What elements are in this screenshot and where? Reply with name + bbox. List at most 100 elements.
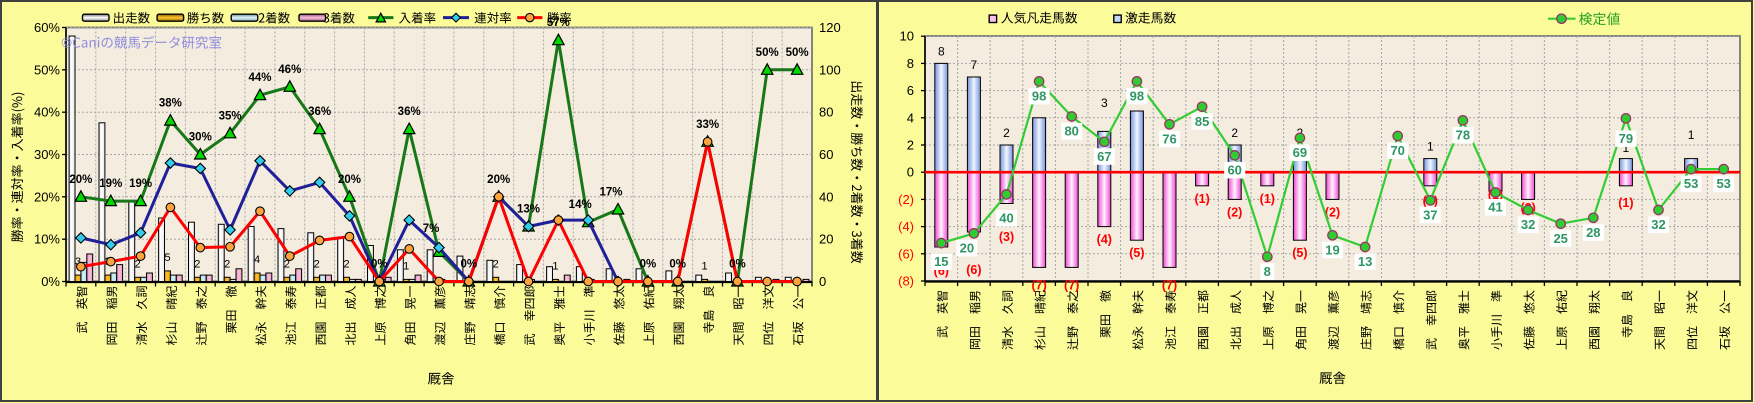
svg-text:(7): (7) (1064, 279, 1079, 293)
svg-text:40: 40 (999, 211, 1013, 226)
svg-text:30%: 30% (189, 132, 212, 144)
svg-text:32: 32 (1521, 217, 1535, 232)
svg-text:53: 53 (1684, 176, 1698, 191)
svg-text:(4): (4) (1097, 233, 1112, 247)
svg-text:0%: 0% (371, 259, 388, 271)
svg-text:76: 76 (1162, 131, 1176, 146)
svg-text:(7): (7) (1031, 279, 1046, 293)
svg-text:19: 19 (1325, 242, 1339, 257)
svg-text:17%: 17% (599, 187, 622, 199)
svg-text:1: 1 (1427, 140, 1434, 154)
svg-text:33%: 33% (696, 119, 719, 131)
svg-text:(7): (7) (1162, 279, 1177, 293)
svg-text:8: 8 (938, 44, 945, 58)
svg-text:41: 41 (1488, 200, 1502, 215)
svg-text:3: 3 (75, 256, 81, 268)
svg-text:19%: 19% (99, 178, 122, 190)
svg-text:15: 15 (934, 254, 948, 269)
svg-text:28: 28 (1586, 225, 1600, 240)
svg-text:7: 7 (971, 58, 978, 72)
svg-text:50%: 50% (756, 47, 779, 59)
svg-text:0: 0 (907, 165, 914, 180)
svg-text:6: 6 (907, 83, 914, 98)
svg-text:(1): (1) (1618, 196, 1633, 210)
svg-text:2: 2 (907, 138, 914, 153)
svg-text:37: 37 (1423, 207, 1437, 222)
svg-text:32: 32 (1651, 217, 1665, 232)
svg-text:10%: 10% (34, 232, 60, 247)
svg-text:19%: 19% (129, 178, 152, 190)
svg-text:1: 1 (1688, 128, 1695, 142)
svg-text:0%: 0% (669, 259, 686, 271)
svg-text:1: 1 (403, 260, 409, 272)
svg-text:8: 8 (907, 56, 914, 71)
svg-text:40%: 40% (34, 105, 60, 120)
svg-text:67: 67 (1097, 149, 1111, 164)
svg-text:2: 2 (1231, 126, 1238, 140)
svg-text:(5): (5) (1129, 246, 1144, 260)
svg-text:(6): (6) (966, 263, 981, 277)
svg-text:20: 20 (960, 241, 974, 256)
svg-text:25: 25 (1553, 231, 1567, 246)
svg-text:40: 40 (819, 189, 833, 204)
svg-text:8: 8 (1264, 264, 1271, 279)
svg-text:100: 100 (819, 62, 841, 77)
svg-text:80: 80 (1064, 124, 1078, 139)
svg-text:14%: 14% (569, 199, 592, 211)
svg-text:0%: 0% (640, 259, 657, 271)
svg-text:(5): (5) (1292, 246, 1307, 260)
svg-text:98: 98 (1130, 89, 1144, 104)
svg-text:50%: 50% (34, 62, 60, 77)
svg-text:(3): (3) (999, 230, 1014, 244)
svg-text:2: 2 (284, 258, 290, 270)
svg-text:(8): (8) (898, 274, 914, 289)
svg-text:13%: 13% (517, 204, 540, 216)
svg-text:35%: 35% (219, 110, 242, 122)
svg-text:60: 60 (819, 147, 833, 162)
svg-text:20: 20 (819, 232, 833, 247)
svg-text:0%: 0% (460, 259, 477, 271)
svg-text:30%: 30% (34, 147, 60, 162)
svg-text:2: 2 (493, 258, 499, 270)
svg-text:69: 69 (1293, 145, 1307, 160)
svg-text:2: 2 (1003, 126, 1010, 140)
svg-text:2: 2 (194, 258, 200, 270)
svg-text:46%: 46% (278, 64, 301, 76)
svg-text:53: 53 (1716, 176, 1730, 191)
svg-text:(1): (1) (1260, 192, 1275, 206)
svg-text:(2): (2) (1325, 205, 1340, 219)
svg-text:10: 10 (900, 29, 914, 44)
svg-text:0%: 0% (729, 259, 746, 271)
svg-text:7%: 7% (423, 223, 440, 235)
svg-text:2: 2 (343, 258, 349, 270)
svg-text:85: 85 (1195, 114, 1209, 129)
svg-text:(2): (2) (1227, 205, 1242, 219)
svg-text:4: 4 (907, 110, 914, 125)
svg-text:20%: 20% (487, 174, 510, 186)
svg-text:0%: 0% (41, 274, 60, 289)
svg-text:4: 4 (254, 254, 260, 266)
svg-text:78: 78 (1456, 128, 1470, 143)
svg-text:60%: 60% (34, 20, 60, 35)
svg-text:44%: 44% (248, 72, 271, 84)
svg-text:13: 13 (1358, 254, 1372, 269)
svg-text:20%: 20% (338, 174, 361, 186)
svg-text:0: 0 (819, 274, 826, 289)
svg-text:1: 1 (552, 260, 558, 272)
svg-text:(6): (6) (898, 246, 914, 261)
svg-text:120: 120 (819, 20, 841, 35)
svg-text:(1): (1) (1194, 192, 1209, 206)
svg-text:36%: 36% (308, 106, 331, 118)
svg-text:20%: 20% (34, 189, 60, 204)
svg-text:70: 70 (1390, 143, 1404, 158)
svg-text:2: 2 (135, 258, 141, 270)
svg-text:1: 1 (702, 260, 708, 272)
svg-text:80: 80 (819, 105, 833, 120)
svg-text:60: 60 (1227, 163, 1241, 178)
svg-text:79: 79 (1619, 131, 1633, 146)
svg-text:3: 3 (1101, 96, 1108, 110)
svg-text:36%: 36% (398, 106, 421, 118)
svg-text:1: 1 (1623, 141, 1630, 155)
svg-text:50%: 50% (786, 47, 809, 59)
svg-text:(4): (4) (898, 219, 914, 234)
